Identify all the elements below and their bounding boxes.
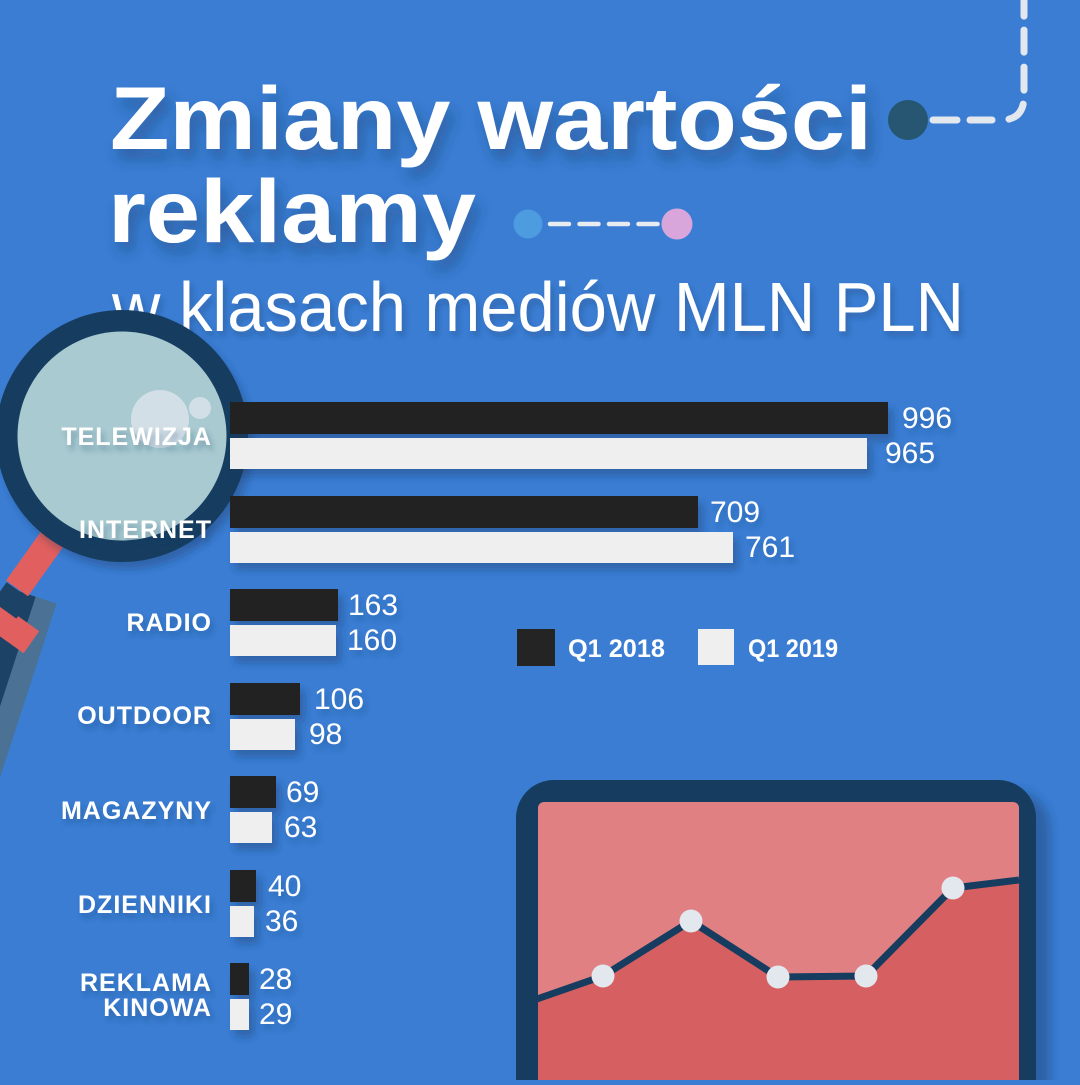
- svg-text:996: 996: [902, 402, 952, 435]
- svg-text:761: 761: [745, 531, 795, 564]
- svg-text:36: 36: [265, 905, 298, 938]
- svg-text:KINOWA: KINOWA: [103, 994, 212, 1022]
- svg-text:Q1 2019: Q1 2019: [748, 635, 838, 663]
- svg-text:INTERNET: INTERNET: [79, 516, 212, 544]
- svg-text:DZIENNIKI: DZIENNIKI: [78, 891, 212, 919]
- svg-text:MAGAZYNY: MAGAZYNY: [61, 797, 212, 825]
- svg-text:98: 98: [309, 718, 342, 751]
- svg-text:OUTDOOR: OUTDOOR: [77, 702, 212, 730]
- svg-text:REKLAMA: REKLAMA: [80, 969, 212, 997]
- svg-text:709: 709: [710, 496, 760, 529]
- svg-text:69: 69: [286, 776, 319, 809]
- svg-text:29: 29: [259, 998, 292, 1031]
- svg-text:Zmiany wartości: Zmiany wartości: [110, 68, 872, 168]
- svg-text:63: 63: [284, 811, 317, 844]
- svg-text:w klasach mediów MLN PLN: w klasach mediów MLN PLN: [111, 268, 964, 346]
- svg-text:reklamy: reklamy: [108, 161, 477, 261]
- svg-text:160: 160: [347, 624, 397, 657]
- svg-text:965: 965: [885, 437, 935, 470]
- svg-text:106: 106: [314, 683, 364, 716]
- svg-text:163: 163: [348, 589, 398, 622]
- svg-text:RADIO: RADIO: [126, 609, 212, 637]
- svg-text:Q1 2018: Q1 2018: [568, 635, 665, 663]
- svg-text:40: 40: [268, 870, 301, 903]
- svg-text:TELEWIZJA: TELEWIZJA: [61, 423, 212, 451]
- svg-text:28: 28: [259, 963, 292, 996]
